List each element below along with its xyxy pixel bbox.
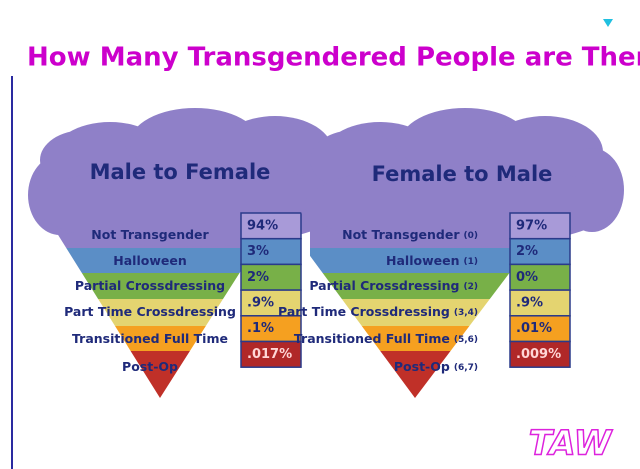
row-label-text: Transitioned Full Time (72, 331, 228, 346)
row-label-text: Post-Op (122, 359, 178, 374)
row-label-text: Not Transgender (342, 227, 460, 242)
value-box (240, 237, 302, 266)
row-label: Halloween (113, 253, 186, 268)
value-text: 3% (247, 244, 269, 259)
row-label: Halloween (1) (386, 253, 478, 268)
value-text: 2% (516, 244, 538, 259)
value-box (240, 289, 302, 317)
row-label: Post-Op (122, 359, 178, 374)
value-box (509, 289, 571, 317)
row-label-text: Halloween (113, 253, 186, 268)
row-label: Not Transgender (91, 227, 209, 242)
row-note: (0) (464, 231, 479, 241)
row-note: (2) (464, 282, 479, 292)
value-text: 0% (516, 270, 538, 285)
row-label-text: Halloween (386, 253, 459, 268)
value-text: .1% (247, 321, 274, 336)
row-note: (1) (464, 257, 479, 267)
row-label-text: Transitioned Full Time (294, 331, 450, 346)
value-box (240, 263, 302, 291)
row-label-text: Part Time Crossdressing (278, 304, 450, 319)
row-label-text: Partial Crossdressing (309, 278, 459, 293)
row-note: (6,7) (454, 363, 478, 373)
row-label: Partial Crossdressing (75, 278, 225, 293)
corner-marker (603, 19, 613, 27)
row-note: (5,6) (454, 335, 478, 345)
value-text: 94% (247, 218, 278, 233)
row-label: Part Time Crossdressing (3,4) (278, 304, 478, 319)
row-label: Transitioned Full Time (5,6) (294, 331, 478, 346)
value-box (509, 237, 571, 266)
row-note: (3,4) (454, 308, 478, 318)
value-text: .9% (516, 295, 543, 310)
slide-title: How Many Transgendered People are There? (27, 43, 640, 73)
value-text: .017% (247, 347, 292, 362)
row-label: Post-Op (6,7) (394, 359, 478, 374)
panel-heading: Female to Male (372, 162, 553, 186)
row-label: Transitioned Full Time (72, 331, 228, 346)
value-text: .01% (516, 321, 552, 336)
row-label-text: Not Transgender (91, 227, 209, 242)
row-label-text: Post-Op (394, 359, 450, 374)
logo: TAW (529, 424, 613, 464)
panel-heading: Male to Female (90, 160, 271, 184)
row-label: Part Time Crossdressing (64, 304, 236, 319)
value-text: .009% (516, 347, 561, 362)
row-label: Partial Crossdressing (2) (309, 278, 478, 293)
row-label-text: Part Time Crossdressing (64, 304, 236, 319)
value-text: .9% (247, 295, 274, 310)
row-label: Not Transgender (0) (342, 227, 478, 242)
funnel-band (310, 248, 548, 273)
value-box (240, 212, 302, 240)
value-text: 97% (516, 218, 547, 233)
value-box (240, 315, 302, 343)
row-label-text: Partial Crossdressing (75, 278, 225, 293)
value-box (509, 340, 571, 368)
value-box (240, 340, 302, 368)
funnel-band (50, 248, 272, 273)
value-text: 2% (247, 270, 269, 285)
